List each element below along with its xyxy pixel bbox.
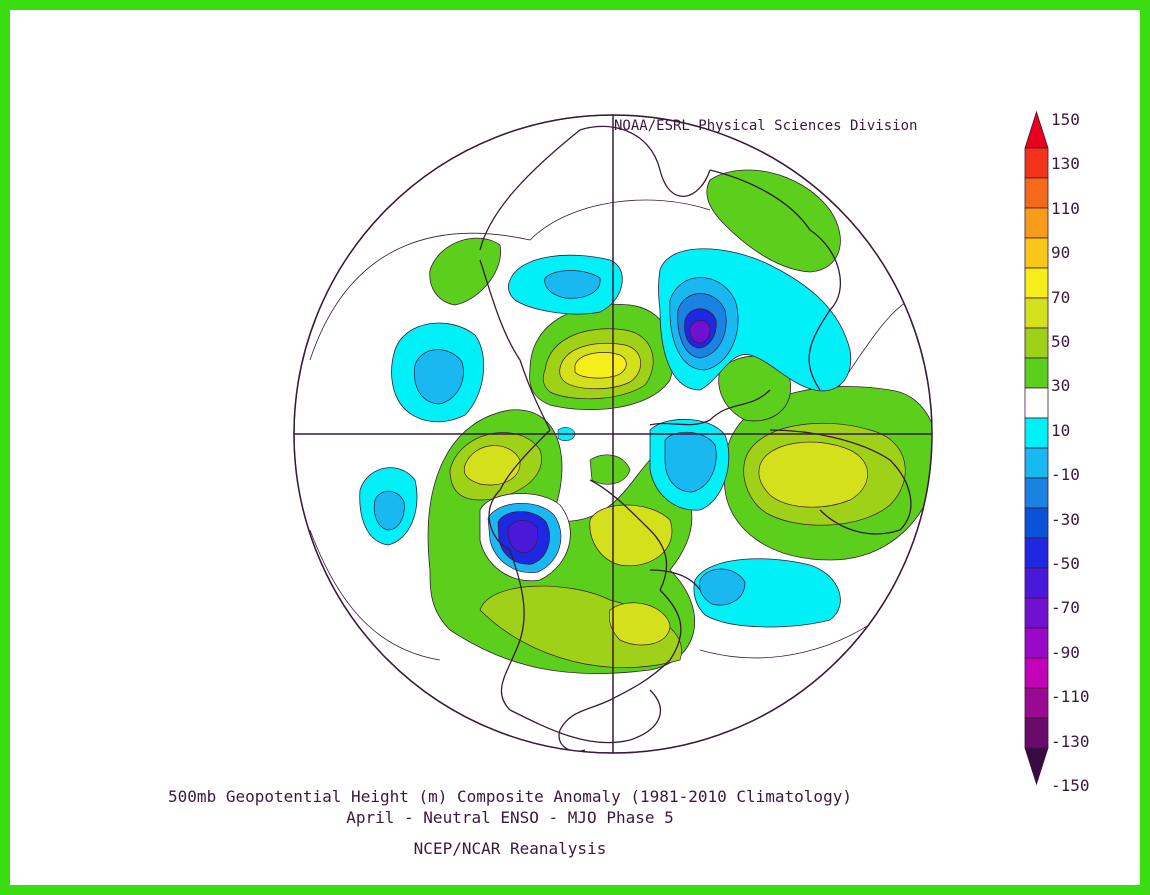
colorbar-swatch <box>1024 177 1049 209</box>
colorbar <box>1024 110 1049 786</box>
colorbar-tick-label: -50 <box>1051 554 1080 573</box>
anomaly-field <box>309 125 932 752</box>
colorbar-swatch <box>1024 477 1049 509</box>
colorbar-tick-label: 70 <box>1051 287 1071 307</box>
colorbar-tick-label: -150 <box>1051 776 1090 795</box>
colorbar-swatch <box>1024 387 1049 419</box>
colorbar-tick-label: -130 <box>1051 731 1090 751</box>
colorbar-swatch <box>1024 327 1049 359</box>
colorbar-tick-label: 90 <box>1051 243 1071 263</box>
colorbar-swatch <box>1024 717 1049 749</box>
colorbar-swatch <box>1024 267 1049 299</box>
colorbar-swatch <box>1024 237 1049 269</box>
anomaly-positive-northeast <box>706 169 841 273</box>
colorbar-swatch <box>1024 207 1049 239</box>
colorbar-tick-label: 10 <box>1051 420 1071 440</box>
colorbar-swatch <box>1024 567 1049 599</box>
colorbar-swatch <box>1024 687 1049 719</box>
colorbar-swatch <box>1024 147 1049 179</box>
colorbar-swatch <box>1024 417 1049 449</box>
map-title: 500mb Geopotential Height (m) Composite … <box>168 787 852 806</box>
colorbar-tick-label: -110 <box>1051 687 1090 707</box>
colorbar-tick-label: -30 <box>1051 509 1080 529</box>
colorbar-tick-label: 130 <box>1051 154 1080 174</box>
polar-stereographic-map <box>293 110 1049 786</box>
colorbar-tick-label: 50 <box>1051 332 1071 351</box>
colorbar-swatch <box>1024 537 1049 569</box>
colorbar-swatch <box>1024 447 1049 479</box>
colorbar-swatch <box>1024 110 1049 149</box>
colorbar-tick-label: 150 <box>1051 110 1080 129</box>
colorbar-swatch <box>1024 747 1049 786</box>
colorbar-tick-label: 110 <box>1051 198 1080 218</box>
credit-label: NOAA/ESRL Physical Sciences Division <box>614 118 918 134</box>
colorbar-tick-label: -70 <box>1051 598 1080 618</box>
colorbar-swatch <box>1024 657 1049 689</box>
map-frame: NOAA/ESRL Physical Sciences Division 500… <box>10 10 1140 885</box>
colorbar-tick-label: 30 <box>1051 376 1071 396</box>
colorbar-swatch <box>1024 627 1049 659</box>
colorbar-tick-label: -90 <box>1051 642 1080 662</box>
data-source-label: NCEP/NCAR Reanalysis <box>413 839 607 858</box>
coastlines <box>479 125 912 752</box>
map-subtitle: April - Neutral ENSO - MJO Phase 5 <box>346 808 674 827</box>
colorbar-swatch <box>1024 507 1049 539</box>
colorbar-tick-label: -10 <box>1051 465 1080 485</box>
colorbar-swatch <box>1024 357 1049 389</box>
colorbar-swatch <box>1024 597 1049 629</box>
colorbar-swatch <box>1024 297 1049 329</box>
